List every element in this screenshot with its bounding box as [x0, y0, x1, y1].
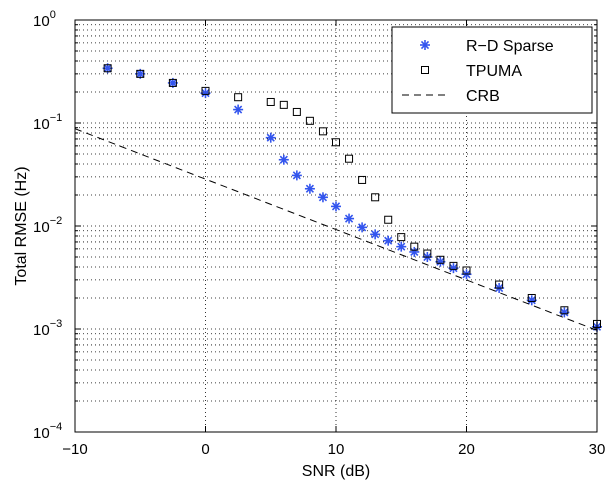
asterisk-stroke	[266, 133, 275, 142]
data-point	[103, 64, 112, 73]
x-axis-tick-labels: −10 0 10 20 30	[62, 441, 605, 458]
asterisk-stroke	[103, 64, 112, 73]
data-point	[396, 241, 407, 252]
data-point	[370, 229, 381, 240]
asterisk-stroke	[279, 155, 288, 164]
data-point	[265, 132, 276, 143]
asterisk-stroke	[318, 193, 328, 202]
data-point	[462, 266, 471, 275]
legend-entry: CRB	[402, 88, 500, 105]
legend-label: TPUMA	[466, 63, 522, 80]
series-crb	[74, 128, 598, 331]
data-point	[136, 69, 145, 78]
data-point	[410, 242, 419, 251]
data-point	[318, 127, 327, 136]
data-point	[371, 193, 380, 202]
asterisk-stroke	[449, 264, 458, 273]
y-tick-label: 10−4	[33, 421, 62, 442]
y-axis-label: Total RMSE (Hz)	[13, 166, 30, 285]
data-point	[291, 170, 302, 181]
legend-marker	[420, 40, 430, 50]
data-point	[345, 154, 354, 163]
data-point	[317, 192, 328, 203]
asterisk-stroke	[168, 78, 177, 88]
asterisk-stroke	[527, 296, 536, 305]
asterisk-stroke	[420, 40, 430, 50]
legend-entry: R−D Sparse	[420, 38, 554, 55]
x-tick-label: −10	[62, 441, 87, 458]
asterisk-stroke	[410, 247, 419, 257]
y-tick-label: 10−1	[33, 112, 62, 133]
asterisk-stroke	[136, 69, 145, 78]
data-point	[344, 213, 355, 224]
data-point	[527, 293, 536, 302]
x-tick-label: 20	[458, 441, 475, 458]
legend-label: R−D Sparse	[466, 38, 554, 55]
data-point	[423, 249, 432, 258]
data-point	[305, 116, 314, 125]
x-tick-label: 10	[328, 441, 345, 458]
data-point	[358, 175, 367, 184]
data-point	[331, 201, 341, 212]
data-point	[292, 107, 301, 116]
asterisk-stroke	[201, 89, 210, 98]
crb-line	[74, 128, 598, 331]
axis-ticks	[74, 20, 598, 433]
data-point	[234, 93, 243, 102]
data-point	[266, 97, 275, 106]
asterisk-stroke	[397, 242, 406, 251]
data-point	[168, 78, 177, 87]
legend-label: CRB	[466, 88, 500, 105]
x-tick-label: 30	[589, 441, 606, 458]
data-point	[201, 86, 210, 95]
legend-entry: TPUMA	[421, 63, 522, 80]
y-tick-label: 100	[33, 9, 56, 30]
data-point	[436, 255, 445, 264]
data-point	[357, 222, 368, 233]
x-axis-label: SNR (dB)	[302, 463, 370, 480]
data-point	[278, 154, 289, 165]
data-point	[279, 100, 288, 109]
plot-area	[74, 63, 602, 332]
y-tick-label: 10−2	[33, 215, 62, 236]
legend: R−D Sparse TPUMA CRB	[391, 26, 593, 114]
asterisk-stroke	[305, 184, 315, 193]
legend-marker	[421, 66, 429, 74]
data-point	[449, 261, 458, 270]
series-tpuma	[103, 64, 601, 328]
asterisk-stroke	[436, 257, 445, 266]
data-point	[304, 183, 315, 194]
asterisk-stroke	[384, 236, 393, 245]
data-point	[560, 306, 569, 315]
asterisk-stroke	[331, 202, 341, 211]
y-tick-label: 10−3	[33, 318, 62, 339]
data-point	[384, 215, 393, 224]
asterisk-stroke	[344, 214, 354, 223]
asterisk-stroke	[292, 171, 301, 180]
data-point	[495, 280, 504, 289]
data-point	[332, 138, 340, 147]
asterisk-stroke	[560, 308, 569, 317]
asterisk-stroke	[234, 105, 243, 114]
asterisk-stroke	[357, 223, 367, 232]
data-point	[409, 246, 420, 257]
data-point	[397, 233, 406, 242]
data-point	[435, 256, 446, 267]
x-tick-label: 0	[201, 441, 209, 458]
data-point	[233, 104, 244, 115]
y-axis-tick-labels: 10−4 10−3 10−2 10−1 100	[33, 9, 62, 442]
data-point	[383, 235, 394, 246]
asterisk-stroke	[371, 230, 380, 239]
grid	[75, 20, 597, 432]
